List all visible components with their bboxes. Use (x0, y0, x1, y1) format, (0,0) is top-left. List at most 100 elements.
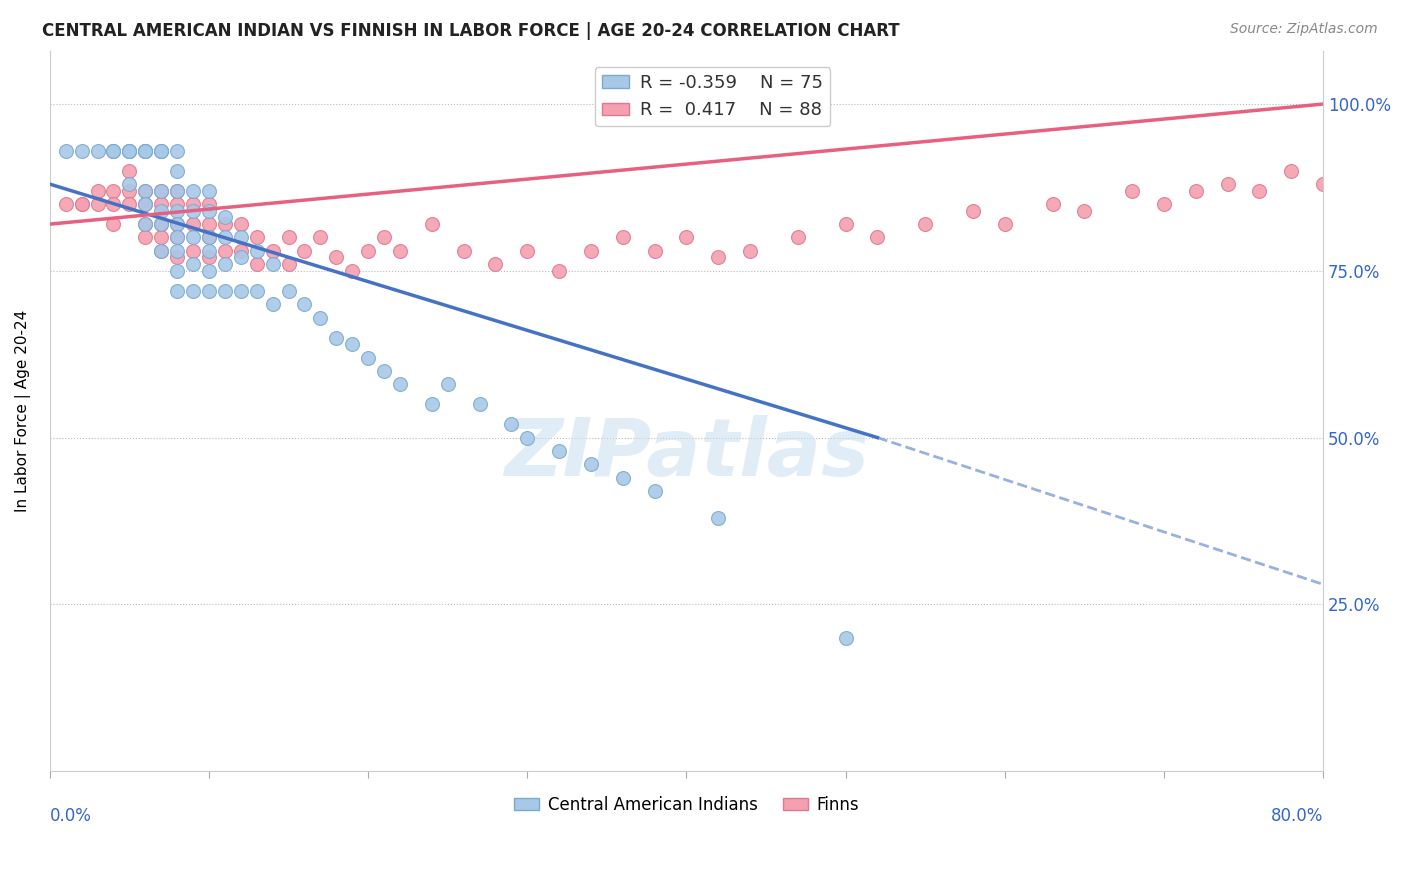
Text: CENTRAL AMERICAN INDIAN VS FINNISH IN LABOR FORCE | AGE 20-24 CORRELATION CHART: CENTRAL AMERICAN INDIAN VS FINNISH IN LA… (42, 22, 900, 40)
Point (55, 197, 77, 211)
Point (166, 184, 188, 198)
Point (357, 244, 380, 258)
Point (516, 431, 538, 445)
Point (118, 197, 141, 211)
Point (277, 230, 299, 244)
Point (277, 257, 299, 271)
Point (866, 230, 889, 244)
Point (246, 244, 269, 258)
Point (468, 397, 491, 411)
Point (325, 251, 347, 265)
Point (86, 144, 108, 158)
Point (834, 631, 856, 645)
Point (1344, 163, 1367, 178)
Point (675, 230, 697, 244)
Point (214, 211, 236, 225)
Point (181, 244, 204, 258)
Point (150, 217, 173, 231)
Point (134, 144, 156, 158)
Text: 0.0%: 0.0% (49, 807, 91, 825)
Point (70, 197, 93, 211)
Point (388, 377, 411, 392)
Point (229, 230, 252, 244)
Point (834, 217, 856, 231)
Point (198, 230, 221, 244)
Point (373, 230, 395, 244)
Point (373, 364, 395, 378)
Point (214, 257, 236, 271)
Point (134, 197, 156, 211)
Point (516, 244, 538, 258)
Point (103, 197, 125, 211)
Point (994, 217, 1017, 231)
Point (103, 184, 125, 198)
Point (150, 244, 173, 258)
Point (166, 184, 188, 198)
Point (644, 244, 666, 258)
Point (914, 217, 936, 231)
Point (134, 184, 156, 198)
Point (707, 251, 730, 265)
Point (246, 230, 269, 244)
Point (150, 197, 173, 211)
Point (484, 257, 506, 271)
Point (70, 144, 93, 158)
Point (294, 297, 316, 311)
Point (786, 230, 808, 244)
Text: ZIPatlas: ZIPatlas (503, 415, 869, 493)
Point (198, 230, 221, 244)
Point (214, 217, 236, 231)
Point (453, 244, 475, 258)
Point (118, 144, 141, 158)
Point (501, 417, 523, 432)
Point (579, 244, 602, 258)
Point (1249, 184, 1271, 198)
Point (198, 251, 221, 265)
Point (166, 217, 188, 231)
Point (181, 203, 204, 218)
Point (198, 217, 221, 231)
Point (134, 230, 156, 244)
Point (198, 244, 221, 258)
Point (134, 197, 156, 211)
Point (246, 284, 269, 298)
Point (166, 230, 188, 244)
Point (181, 257, 204, 271)
Point (118, 144, 141, 158)
Point (150, 217, 173, 231)
Point (1184, 184, 1206, 198)
Point (1375, 150, 1398, 164)
Point (1279, 163, 1302, 178)
Point (70, 197, 93, 211)
Legend: Central American Indians, Finns: Central American Indians, Finns (508, 789, 865, 821)
Point (181, 197, 204, 211)
Point (229, 244, 252, 258)
Point (118, 177, 141, 191)
Point (309, 230, 332, 244)
Point (198, 184, 221, 198)
Point (262, 257, 284, 271)
Point (150, 144, 173, 158)
Text: 80.0%: 80.0% (1271, 807, 1323, 825)
Point (118, 163, 141, 178)
Point (388, 244, 411, 258)
Point (103, 144, 125, 158)
Point (134, 144, 156, 158)
Point (181, 184, 204, 198)
Point (150, 184, 173, 198)
Point (277, 284, 299, 298)
Point (548, 444, 571, 458)
Point (134, 144, 156, 158)
Point (579, 457, 602, 471)
Point (166, 203, 188, 218)
Point (103, 217, 125, 231)
Point (214, 284, 236, 298)
Point (134, 217, 156, 231)
Point (229, 284, 252, 298)
Point (198, 284, 221, 298)
Point (118, 144, 141, 158)
Point (420, 217, 443, 231)
Point (325, 330, 347, 344)
Point (166, 217, 188, 231)
Y-axis label: In Labor Force | Age 20-24: In Labor Force | Age 20-24 (15, 310, 31, 512)
